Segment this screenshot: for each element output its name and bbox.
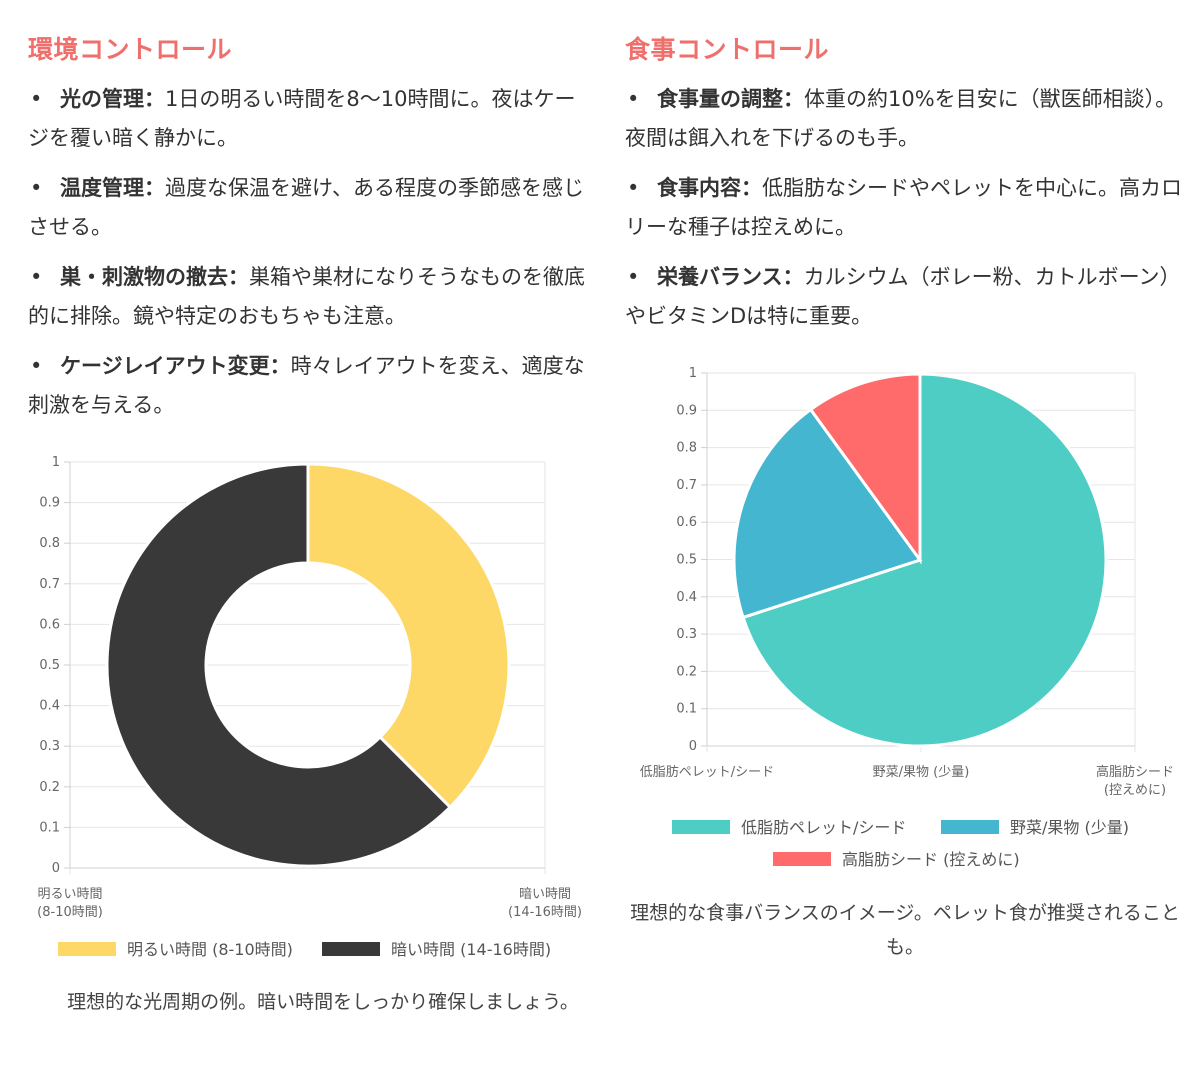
y-tick-label: 0 bbox=[52, 861, 60, 876]
slice-1 bbox=[306, 462, 511, 810]
slice-3 bbox=[808, 372, 922, 565]
list-item: • 光の管理：1日の明るい時間を8〜10時間に。夜はケージを覆い暗く静かに。 bbox=[28, 80, 596, 158]
y-tick-label: 1 bbox=[689, 366, 697, 381]
legend-swatch bbox=[672, 820, 730, 834]
x-tick-label: 暗い時間(14-16時間) bbox=[508, 887, 582, 920]
y-tick-label: 0.6 bbox=[39, 617, 60, 632]
list-item: • 栄養バランス：カルシウム（ボレー粉、カトルボーン）やビタミンDは特に重要。 bbox=[625, 258, 1191, 336]
y-tick-label: 0.7 bbox=[39, 577, 60, 592]
legend-swatch bbox=[941, 820, 999, 834]
y-tick-label: 0.4 bbox=[39, 699, 60, 714]
item-text: 体重の約10%を目安に（獣医師相談）。夜間は餌入れを下げるのも手。 bbox=[625, 87, 1177, 150]
y-tick-label: 0.8 bbox=[39, 536, 60, 551]
environment-tips-list: • 光の管理：1日の明るい時間を8〜10時間に。夜はケージを覆い暗く静かに。 • 温… bbox=[28, 80, 596, 436]
list-item: • 温度管理：過度な保温を避け、ある程度の季節感を感じさせる。 bbox=[28, 169, 596, 247]
diet-balance-pie-chart: 0 0.1 0.2 0.3 0.4 0.5 0.6 0.7 0.8 0.9 1 低脂肪ペレット/シード… bbox=[640, 366, 1174, 869]
x-tick-label: 明るい時間(8-10時間) bbox=[37, 887, 103, 920]
slice-2 bbox=[105, 462, 453, 868]
bullet-icon: • bbox=[627, 176, 640, 200]
y-tick-label: 0.3 bbox=[39, 739, 60, 754]
bullet-icon: • bbox=[627, 265, 640, 289]
list-item: • ケージレイアウト変更：時々レイアウトを変え、適度な刺激を与える。 bbox=[28, 347, 596, 425]
item-text: 1日の明るい時間を8〜10時間に。夜はケージを覆い暗く静かに。 bbox=[28, 87, 576, 150]
y-tick-label: 1 bbox=[52, 455, 60, 470]
slice-1 bbox=[741, 372, 1108, 748]
y-tick-label: 0.5 bbox=[39, 658, 60, 673]
section-title: 環境コントロール bbox=[28, 35, 233, 64]
x-tick-label: 低脂肪ペレット/シード bbox=[640, 764, 774, 780]
item-term: 食事量の調整： bbox=[657, 87, 804, 111]
bullet-icon: • bbox=[30, 87, 43, 111]
item-term: 温度管理： bbox=[60, 176, 165, 200]
y-tick-label: 0.1 bbox=[39, 820, 60, 835]
item-text: カルシウム（ボレー粉、カトルボーン）やビタミンDは特に重要。 bbox=[625, 265, 1181, 328]
y-tick-label: 0.4 bbox=[676, 590, 697, 605]
bullet-icon: • bbox=[627, 87, 640, 111]
y-tick-label: 0.9 bbox=[39, 496, 60, 511]
y-tick-label: 0.2 bbox=[39, 780, 60, 795]
x-tick-label: 野菜/果物 (少量) bbox=[873, 765, 970, 780]
y-tick-label: 0.7 bbox=[676, 478, 697, 493]
light-chart-caption: 理想的な光周期の例。暗い時間をしっかり確保しましょう。 bbox=[67, 991, 579, 1013]
legend-label: 暗い時間 (14-16時間) bbox=[391, 940, 551, 959]
item-term: 光の管理： bbox=[60, 87, 165, 111]
section-title: 食事コントロール bbox=[625, 35, 830, 64]
bullet-icon: • bbox=[30, 176, 43, 200]
bullet-icon: • bbox=[30, 265, 43, 289]
y-tick-label: 0.2 bbox=[676, 664, 697, 679]
list-item: • 食事内容：低脂肪なシードやペレットを中心に。高カロリーな種子は控えめに。 bbox=[625, 169, 1191, 247]
y-tick-label: 0.5 bbox=[676, 553, 697, 568]
legend-label: 明るい時間 (8-10時間) bbox=[127, 940, 293, 959]
item-term: 巣・刺激物の撤去： bbox=[60, 265, 249, 289]
x-tick-label: 高脂肪シード(控えめに) bbox=[1096, 764, 1174, 798]
y-tick-label: 0.6 bbox=[676, 515, 697, 530]
y-tick-label: 0 bbox=[689, 739, 697, 754]
y-tick-label: 0.8 bbox=[676, 441, 697, 456]
bullet-icon: • bbox=[30, 354, 43, 378]
y-tick-label: 0.1 bbox=[676, 702, 697, 717]
legend-label: 高脂肪シード (控えめに) bbox=[842, 850, 1020, 869]
item-term: 食事内容： bbox=[657, 176, 762, 200]
light-cycle-doughnut-chart: 0 0.1 0.2 0.3 0.4 0.5 0.6 0.7 0.8 0.9 1 明るい時間(8-10時… bbox=[37, 455, 582, 959]
list-item: • 食事量の調整：体重の約10%を目安に（獣医師相談）。夜間は餌入れを下げるのも手… bbox=[625, 80, 1191, 158]
legend-swatch bbox=[322, 942, 380, 956]
legend-label: 低脂肪ペレット/シード bbox=[741, 818, 906, 837]
y-tick-label: 0.9 bbox=[676, 403, 697, 418]
legend-swatch bbox=[773, 852, 831, 866]
item-text: 時々レイアウトを変え、適度な刺激を与える。 bbox=[28, 354, 585, 417]
y-tick-label: 0.3 bbox=[676, 627, 697, 642]
item-term: 栄養バランス： bbox=[657, 265, 804, 289]
item-text: 低脂肪なシードやペレットを中心に。高カロリーな種子は控えめに。 bbox=[625, 176, 1182, 239]
diet-chart-caption: 理想的な食事バランスのイメージ。ペレット食が推奨されることも。 bbox=[630, 902, 1180, 958]
item-text: 巣箱や巣材になりそうなものを徹底的に排除。鏡や特定のおもちゃも注意。 bbox=[28, 265, 585, 328]
legend-swatch bbox=[58, 942, 116, 956]
item-term: ケージレイアウト変更： bbox=[60, 354, 291, 378]
slice-2 bbox=[732, 407, 923, 620]
list-item: • 巣・刺激物の撤去：巣箱や巣材になりそうなものを徹底的に排除。鏡や特定のおもちゃ… bbox=[28, 258, 596, 336]
diet-tips-list: • 食事量の調整：体重の約10%を目安に（獣医師相談）。夜間は餌入れを下げるのも手… bbox=[625, 80, 1191, 347]
legend-label: 野菜/果物 (少量) bbox=[1010, 818, 1129, 837]
item-text: 過度な保温を避け、ある程度の季節感を感じさせる。 bbox=[28, 176, 584, 239]
